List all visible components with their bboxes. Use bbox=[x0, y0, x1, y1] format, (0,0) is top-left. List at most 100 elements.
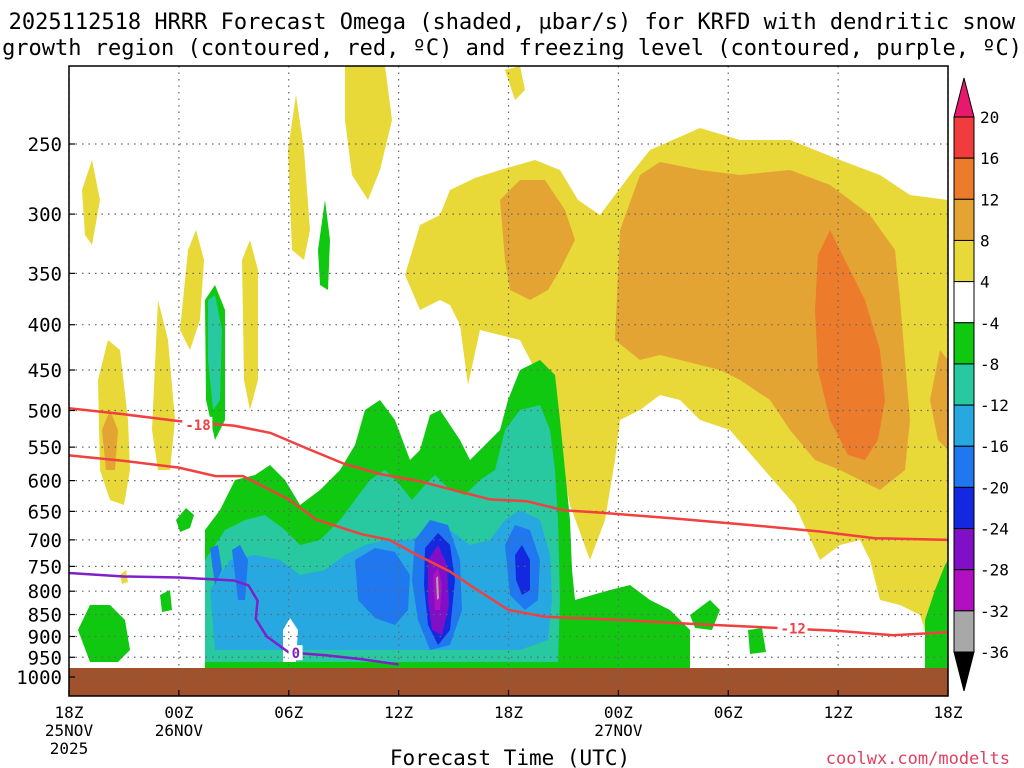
colorbar-label: 20 bbox=[980, 108, 999, 127]
colorbar-label: -8 bbox=[980, 355, 999, 374]
y-tick-label: 450 bbox=[28, 360, 62, 382]
chart-title-line1: 2025112518 HRRR Forecast Omega (shaded, … bbox=[9, 10, 1016, 35]
contour--18 bbox=[68, 406, 949, 542]
omega-region-minus16 bbox=[232, 545, 248, 600]
colorbar-swatch bbox=[953, 528, 975, 571]
y-tick-label: 800 bbox=[28, 581, 62, 603]
contour-label-bg bbox=[182, 416, 213, 432]
colorbar-label: 8 bbox=[980, 231, 990, 250]
colorbar-bottom-arrow bbox=[953, 651, 975, 692]
x-tick-label: 18Z bbox=[494, 703, 523, 722]
x-tick-label: 06Z bbox=[274, 703, 303, 722]
omega-region-minus16-b bbox=[355, 548, 410, 625]
omega-region-plus4-col bbox=[345, 66, 392, 200]
x-tick-label: 12Z bbox=[824, 703, 853, 722]
x-tick-date: 27NOV bbox=[594, 721, 643, 740]
x-tick-date: 25NOV bbox=[45, 721, 94, 740]
colorbar-swatch bbox=[953, 322, 975, 365]
omega-region-minus8-b bbox=[208, 295, 222, 410]
watermark: coolwx.com/modelts bbox=[826, 749, 1010, 768]
omega-region-plus8-small bbox=[930, 350, 948, 450]
y-tick-label: 550 bbox=[28, 437, 62, 459]
colorbar-swatch bbox=[953, 198, 975, 241]
y-tick-label: 750 bbox=[28, 556, 62, 578]
x-tick-date: 26NOV bbox=[155, 721, 204, 740]
y-tick-label: 1000 bbox=[16, 667, 62, 689]
y-tick-label: 900 bbox=[28, 626, 62, 648]
omega-region-plus4-small6 bbox=[242, 240, 258, 410]
omega-region-plus12 bbox=[815, 230, 885, 460]
contour-label: -18 bbox=[185, 418, 210, 434]
colorbar-swatch bbox=[953, 610, 975, 653]
omega-region-minus32 bbox=[436, 576, 439, 600]
colorbar-label: -12 bbox=[980, 396, 1009, 415]
chart-title-line2: growth region (contoured, red, ºC) and f… bbox=[2, 36, 1022, 61]
contour-label: -12 bbox=[781, 621, 806, 637]
y-tick-label: 500 bbox=[28, 401, 62, 423]
colorbar: 20 16 12 8 4 -4 -8 -12 -16 -20 -24 -28 -32 -36 bbox=[953, 77, 1009, 692]
omega-region-plus8 bbox=[500, 180, 575, 300]
colorbar-label: -32 bbox=[980, 602, 1009, 621]
contour-0 bbox=[68, 571, 399, 666]
omega-region-minus4-b bbox=[78, 605, 130, 662]
colorbar-swatch bbox=[953, 239, 975, 283]
colorbar-label: -20 bbox=[980, 478, 1009, 497]
y-tick-label: 700 bbox=[28, 530, 62, 552]
omega-region-minus24-b bbox=[515, 545, 530, 595]
colorbar-label: -16 bbox=[980, 437, 1009, 456]
contour-label-bg bbox=[288, 645, 303, 661]
omega-region-plus4-small1 bbox=[82, 160, 100, 245]
omega-region-minus4-h bbox=[925, 560, 948, 668]
contour--12 bbox=[68, 454, 949, 637]
colorbar-swatch bbox=[953, 281, 975, 324]
y-tick-label: 300 bbox=[28, 204, 62, 226]
x-tick-label: 06Z bbox=[714, 703, 743, 722]
contour-label-bg bbox=[777, 620, 808, 636]
y-tick-label: 950 bbox=[28, 647, 62, 669]
contour-label: 0 bbox=[292, 646, 300, 662]
colorbar-swatch bbox=[953, 363, 975, 406]
colorbar-top-arrow bbox=[953, 77, 975, 118]
omega-region-minus4-c bbox=[160, 590, 172, 612]
omega-region-plus4-small4 bbox=[180, 230, 204, 350]
colorbar-label: -36 bbox=[980, 643, 1009, 662]
x-tick-label: 00Z bbox=[604, 703, 633, 722]
omega-region-minus4-i bbox=[690, 600, 720, 630]
x-tick-label: 12Z bbox=[384, 703, 413, 722]
colorbar-label: 16 bbox=[980, 149, 999, 168]
omega-region-minus4-g bbox=[748, 628, 766, 654]
colorbar-label: -4 bbox=[980, 314, 999, 333]
colorbar-label: -28 bbox=[980, 561, 1009, 580]
y-tick-label: 600 bbox=[28, 471, 62, 493]
y-tick-label: 250 bbox=[28, 134, 62, 156]
omega-region-plus4-small5 bbox=[288, 95, 310, 260]
omega-region-plus4-small3 bbox=[152, 300, 175, 470]
contour-lines: -18 -12 0 bbox=[68, 406, 949, 666]
omega-region-plus4-small7 bbox=[505, 66, 525, 100]
colorbar-label: 4 bbox=[980, 273, 990, 292]
colorbar-label: -24 bbox=[980, 520, 1009, 539]
omega-region-plus8-small2 bbox=[102, 410, 118, 470]
y-tick-label: 400 bbox=[28, 315, 62, 337]
colorbar-swatch bbox=[953, 486, 975, 530]
y-tick-label: 850 bbox=[28, 605, 62, 627]
omega-region-minus4-f bbox=[318, 200, 330, 290]
x-axis-label: Forecast Time (UTC) bbox=[390, 746, 630, 768]
x-tick-label: 18Z bbox=[934, 703, 963, 722]
x-tick-label: 00Z bbox=[164, 703, 193, 722]
colorbar-swatch bbox=[953, 445, 975, 488]
y-axis: 2503003504004505005506006507007508008509… bbox=[16, 134, 75, 689]
colorbar-label: 12 bbox=[980, 190, 999, 209]
omega-region-minus4-d bbox=[176, 508, 194, 532]
omega-shading bbox=[78, 66, 948, 670]
y-tick-label: 650 bbox=[28, 501, 62, 523]
x-tick-year: 2025 bbox=[50, 739, 89, 758]
omega-region-minus16-e bbox=[210, 545, 222, 585]
colorbar-swatch bbox=[953, 116, 975, 159]
y-tick-label: 350 bbox=[28, 263, 62, 285]
colorbar-swatch bbox=[953, 404, 975, 447]
x-tick-label: 18Z bbox=[55, 703, 84, 722]
colorbar-swatch bbox=[953, 569, 975, 612]
